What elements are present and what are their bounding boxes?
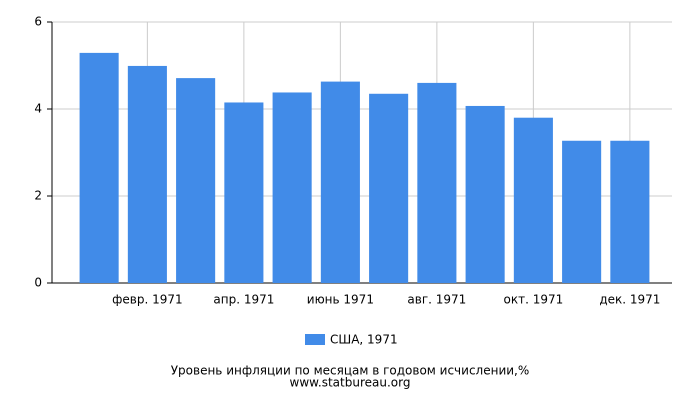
bar <box>127 65 167 283</box>
bar <box>176 78 216 284</box>
bar <box>272 92 312 283</box>
bar <box>224 102 264 283</box>
bar <box>320 81 360 283</box>
x-tick-label: апр. 1971 <box>213 293 274 307</box>
bar <box>610 140 650 283</box>
x-tick-label: авг. 1971 <box>407 293 466 307</box>
x-tick-label: июнь 1971 <box>307 293 374 307</box>
y-tick-label: 2 <box>34 189 42 203</box>
bar <box>562 140 602 283</box>
bar <box>417 82 457 284</box>
source: www.statbureau.org <box>290 376 411 390</box>
legend-label: США, 1971 <box>330 333 398 347</box>
x-tick-label: дек. 1971 <box>599 293 660 307</box>
x-tick-label: февр. 1971 <box>112 293 183 307</box>
y-tick-label: 4 <box>34 102 42 116</box>
bar <box>79 52 119 284</box>
chart-title: Уровень инфляции по месяцам в годовом ис… <box>171 364 530 378</box>
legend-swatch <box>305 334 325 345</box>
bar <box>465 105 505 283</box>
y-tick-label: 0 <box>34 276 42 290</box>
y-tick-label: 6 <box>34 15 42 29</box>
x-tick-label: окт. 1971 <box>504 293 564 307</box>
bar <box>369 93 409 284</box>
bar <box>513 117 553 283</box>
